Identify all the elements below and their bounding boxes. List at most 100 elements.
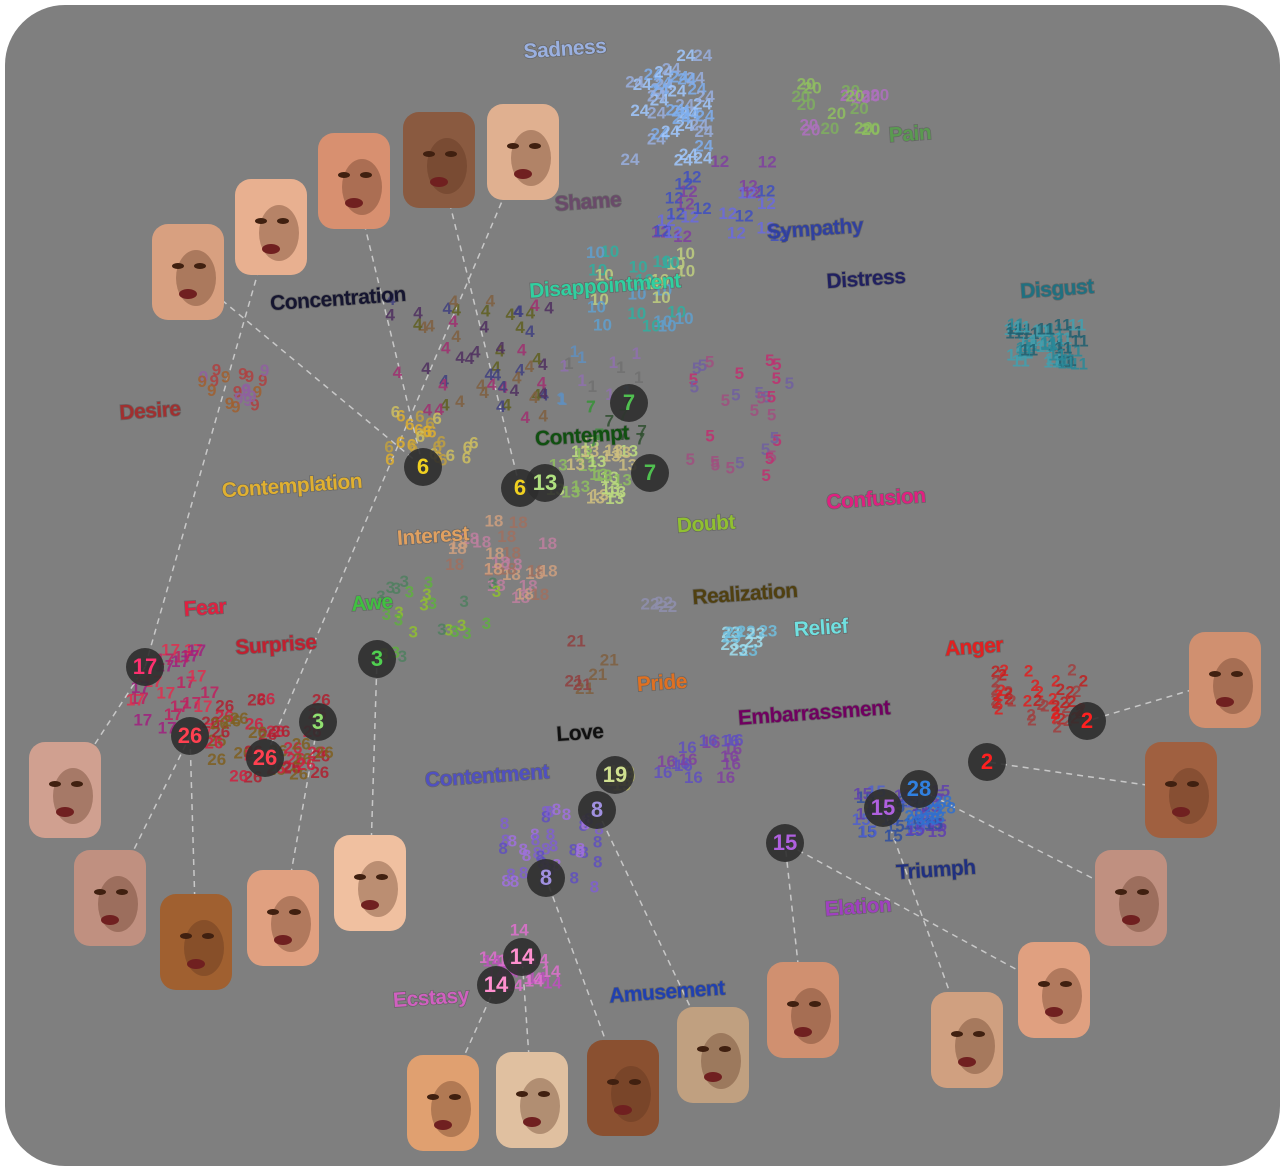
marker-circle	[527, 859, 565, 897]
cluster-number: 6	[427, 422, 436, 441]
face-eye	[607, 1079, 619, 1085]
cluster-number: 9	[245, 367, 254, 386]
cluster-number: 8	[536, 847, 545, 866]
face-eye	[1060, 981, 1072, 987]
cluster-number: 11	[1047, 332, 1065, 351]
cluster-number: 4	[538, 384, 548, 403]
marker-number: 13	[533, 470, 557, 495]
cluster-number: 16	[722, 754, 741, 773]
cluster-number: 15	[928, 816, 947, 835]
cluster-number: 13	[589, 465, 608, 484]
cluster-number: 4	[499, 378, 509, 397]
marker-number: 8	[540, 865, 552, 890]
face-eye	[267, 909, 279, 915]
marker-number: 6	[417, 454, 429, 479]
cluster-number: 24	[679, 103, 698, 122]
face-eye	[697, 1046, 709, 1052]
link-line	[918, 788, 1132, 899]
cluster-number: 2	[1079, 672, 1088, 691]
cluster-number: 3	[457, 616, 466, 635]
cluster-number: 21	[575, 679, 594, 698]
cluster-number: 8	[500, 814, 509, 833]
face-eye	[277, 218, 289, 224]
cluster-number: 4	[385, 305, 395, 324]
cluster-number: 3	[394, 603, 403, 622]
cluster-number: 4	[449, 292, 459, 311]
cluster-number: 11	[1007, 315, 1025, 334]
cluster-number: 4	[487, 375, 497, 394]
cluster-number: 24	[647, 86, 666, 105]
cluster-number: 11	[1013, 318, 1031, 337]
emotion-label: Anger	[944, 634, 1004, 661]
face-mouth	[1216, 697, 1234, 707]
cluster-number: 11	[1029, 331, 1047, 350]
cluster-number: 18	[498, 559, 517, 578]
cluster-number: 26	[208, 731, 227, 750]
marker-circle	[610, 384, 648, 422]
cluster-number: 6	[396, 407, 405, 426]
cluster-number: 13	[580, 432, 599, 451]
cluster-number: 6	[437, 433, 446, 452]
emotion-label: Distress	[826, 265, 906, 293]
cluster-number: 2	[1051, 696, 1060, 715]
face-eye	[360, 172, 372, 178]
cluster-number: 8	[562, 805, 571, 824]
cluster-number: 24	[644, 65, 663, 84]
cluster-number: 1	[609, 353, 618, 372]
cluster-number: 11	[1032, 321, 1050, 340]
cluster-number: 4	[481, 301, 491, 320]
cluster-number: 13	[566, 455, 585, 474]
cluster-number: 10	[667, 303, 686, 322]
cluster-number: 24	[677, 70, 696, 89]
cluster-number: 4	[502, 396, 512, 415]
cluster-number: 2	[1004, 683, 1013, 702]
cluster-number: 2	[999, 661, 1008, 680]
cluster-number: 2	[1051, 672, 1060, 691]
cluster-number: 6	[405, 415, 414, 434]
cluster-number: 12	[666, 204, 685, 223]
cluster-number: 20	[827, 104, 846, 123]
cluster-number: 23	[739, 641, 758, 660]
cluster-number: 15	[924, 815, 943, 834]
cluster-number: 10	[587, 298, 606, 317]
cluster-number: 8	[519, 864, 528, 883]
cluster-number: 4	[537, 373, 547, 392]
cluster-number: 12	[756, 181, 775, 200]
cluster-number: 1	[616, 358, 625, 377]
cluster-number: 3	[492, 582, 501, 601]
marker-circle	[596, 756, 634, 794]
cluster-number: 12	[757, 194, 776, 213]
face-photo	[29, 742, 101, 838]
cluster-number: 18	[487, 576, 506, 595]
cluster-number: 26	[210, 714, 229, 733]
cluster-number: 11	[1065, 342, 1083, 361]
cluster-number: 18	[527, 562, 546, 581]
cluster-number: 9	[212, 361, 221, 380]
cluster-number: 2	[1050, 704, 1059, 723]
cluster-number: 8	[552, 800, 561, 819]
cluster-number: 4	[496, 338, 506, 357]
cluster-number: 18	[502, 565, 521, 584]
cluster-number: 23	[744, 633, 763, 652]
cluster-number: 5	[767, 447, 776, 466]
link-line	[882, 807, 968, 1041]
marker-circle	[126, 648, 164, 686]
marker-number: 2	[1081, 708, 1093, 733]
cluster-number: 9	[209, 372, 218, 391]
cluster-number: 10	[666, 255, 685, 274]
cluster-number: 3	[405, 583, 414, 602]
face-mouth	[1122, 915, 1140, 925]
cluster-number: 3	[386, 578, 395, 597]
cluster-number: 2	[1072, 682, 1081, 701]
face-eye	[338, 172, 350, 178]
marker-circle	[1068, 702, 1106, 740]
cluster-number: 17	[176, 673, 195, 692]
face-photo	[247, 870, 319, 966]
cluster-number: 20	[840, 86, 859, 105]
marker-circle	[526, 464, 564, 502]
cluster-number: 2	[1024, 661, 1033, 680]
cluster-number: 24	[696, 106, 715, 125]
cluster-number: 8	[579, 816, 588, 835]
cluster-number: 26	[307, 743, 326, 762]
cluster-number: 4	[425, 316, 435, 335]
